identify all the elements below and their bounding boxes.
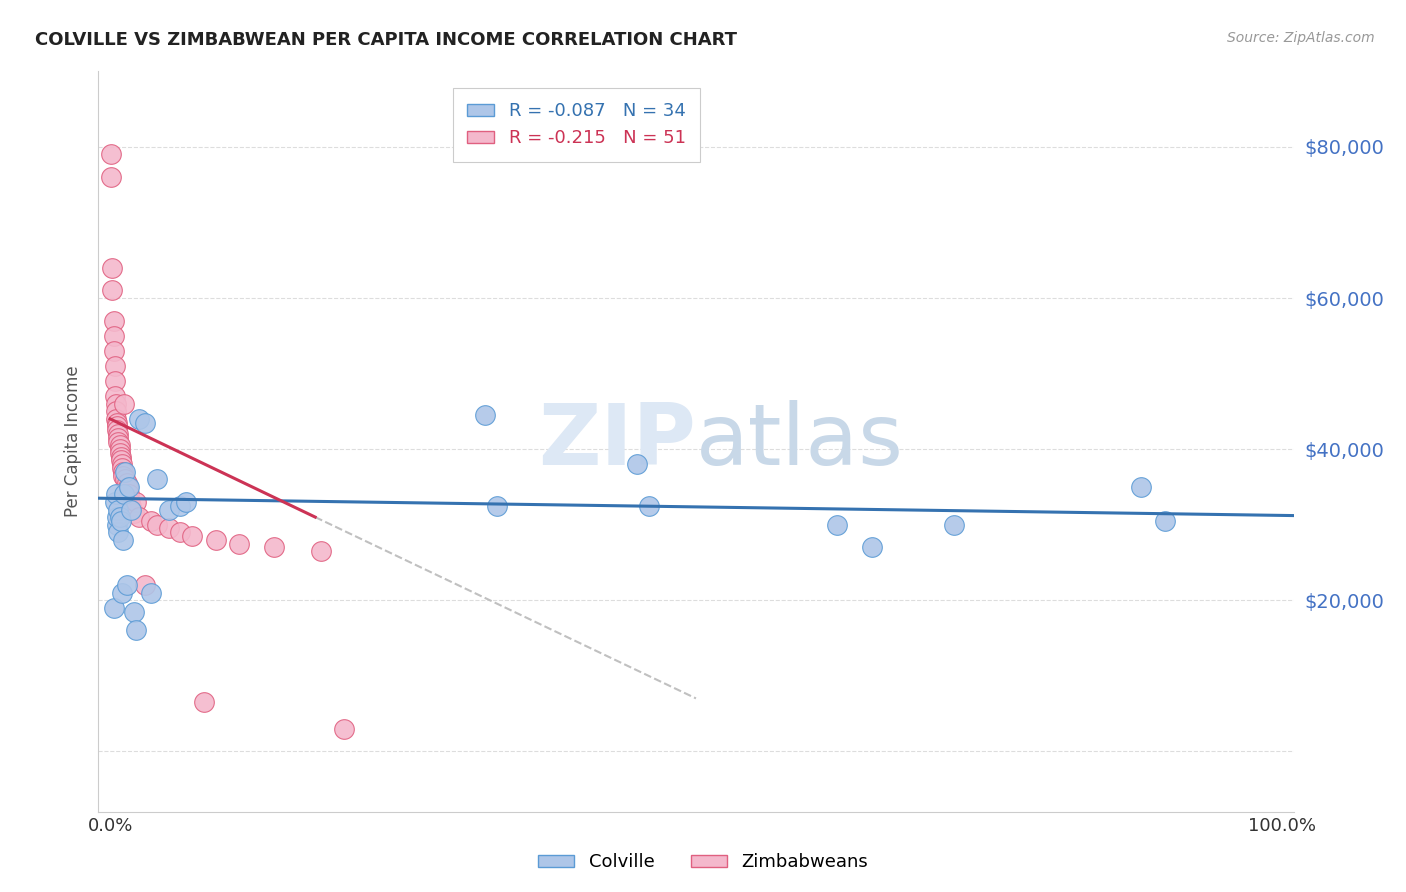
Text: Source: ZipAtlas.com: Source: ZipAtlas.com	[1227, 31, 1375, 45]
Point	[101, 260, 124, 275]
Point	[112, 533, 135, 547]
Point	[146, 472, 169, 486]
Point	[333, 722, 356, 736]
Text: ZIP: ZIP	[538, 400, 696, 483]
Point	[228, 536, 250, 550]
Legend: R = -0.087   N = 34, R = -0.215   N = 51: R = -0.087 N = 34, R = -0.215 N = 51	[453, 87, 700, 161]
Point	[104, 374, 127, 388]
Point	[104, 389, 127, 403]
Point	[169, 525, 191, 540]
Point	[141, 585, 163, 599]
Point	[110, 450, 132, 464]
Point	[115, 578, 138, 592]
Point	[105, 423, 128, 437]
Point	[103, 343, 125, 358]
Point	[263, 541, 285, 555]
Point	[942, 517, 965, 532]
Point	[105, 397, 128, 411]
Point	[134, 416, 156, 430]
Point	[110, 514, 132, 528]
Point	[105, 517, 128, 532]
Point	[128, 412, 150, 426]
Point	[108, 438, 131, 452]
Point	[825, 517, 848, 532]
Point	[860, 541, 883, 555]
Point	[112, 397, 135, 411]
Point	[112, 468, 135, 483]
Point	[638, 499, 661, 513]
Point	[112, 487, 135, 501]
Point	[193, 695, 215, 709]
Point	[111, 585, 134, 599]
Point	[121, 502, 143, 516]
Point	[169, 499, 191, 513]
Point	[105, 419, 128, 434]
Text: atlas: atlas	[696, 400, 904, 483]
Point	[485, 499, 508, 513]
Point	[157, 521, 180, 535]
Point	[117, 480, 139, 494]
Point	[626, 457, 648, 471]
Point	[105, 412, 128, 426]
Point	[1130, 480, 1153, 494]
Point	[100, 147, 122, 161]
Point	[141, 514, 163, 528]
Point	[108, 442, 131, 456]
Point	[122, 506, 145, 520]
Point	[105, 416, 128, 430]
Point	[120, 495, 141, 509]
Point	[122, 605, 145, 619]
Point	[107, 434, 129, 449]
Point	[146, 517, 169, 532]
Point	[105, 404, 128, 418]
Point	[111, 457, 134, 471]
Point	[103, 600, 125, 615]
Point	[107, 525, 129, 540]
Point	[120, 502, 142, 516]
Point	[1153, 514, 1175, 528]
Point	[118, 487, 141, 501]
Point	[101, 284, 124, 298]
Point	[174, 495, 197, 509]
Point	[103, 313, 125, 327]
Point	[114, 472, 136, 486]
Point	[110, 453, 132, 467]
Point	[118, 480, 141, 494]
Y-axis label: Per Capita Income: Per Capita Income	[65, 366, 83, 517]
Point	[104, 359, 127, 373]
Point	[157, 502, 180, 516]
Point	[111, 461, 134, 475]
Point	[107, 431, 129, 445]
Legend: Colville, Zimbabweans: Colville, Zimbabweans	[531, 847, 875, 879]
Point	[100, 170, 122, 185]
Point	[104, 495, 127, 509]
Point	[105, 487, 128, 501]
Point	[125, 495, 148, 509]
Point	[115, 476, 138, 491]
Point	[114, 465, 136, 479]
Point	[105, 510, 128, 524]
Point	[107, 502, 129, 516]
Point	[107, 427, 129, 442]
Point	[128, 510, 150, 524]
Point	[112, 465, 135, 479]
Point	[120, 499, 142, 513]
Point	[204, 533, 226, 547]
Point	[474, 408, 496, 422]
Point	[103, 328, 125, 343]
Point	[181, 529, 204, 543]
Point	[108, 446, 131, 460]
Point	[134, 578, 156, 592]
Point	[125, 624, 148, 638]
Point	[108, 510, 131, 524]
Point	[309, 544, 332, 558]
Text: COLVILLE VS ZIMBABWEAN PER CAPITA INCOME CORRELATION CHART: COLVILLE VS ZIMBABWEAN PER CAPITA INCOME…	[35, 31, 737, 49]
